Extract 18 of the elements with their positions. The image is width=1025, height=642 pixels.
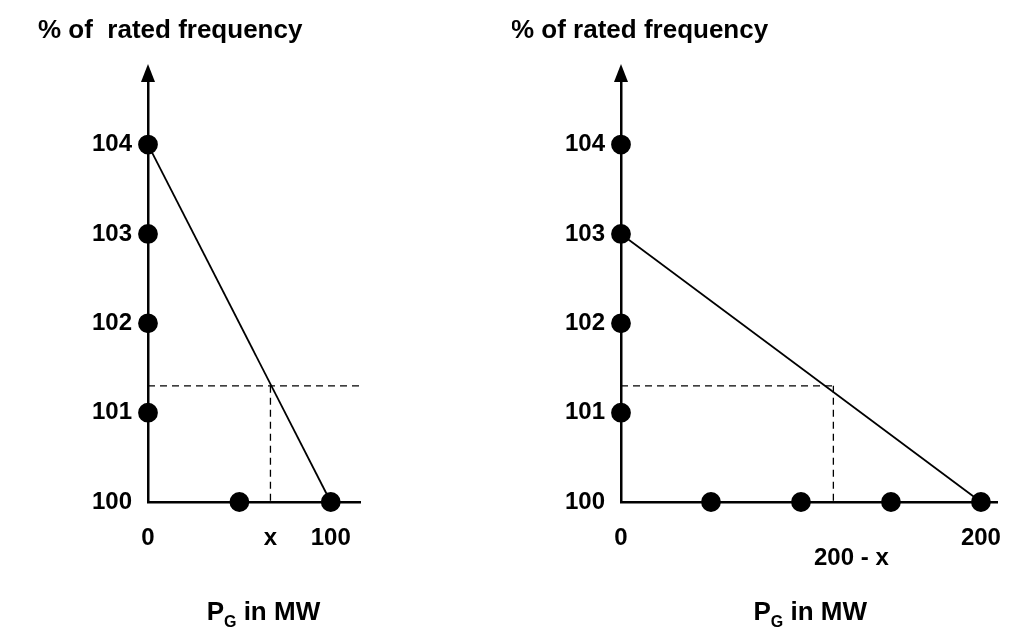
x-tick-label: 200 — [960, 523, 1001, 551]
y-tick-label: 101 — [564, 397, 605, 425]
x-tick-label: 0 — [141, 523, 155, 551]
x-tick-label: 0 — [614, 523, 628, 551]
y-tick-label: 103 — [91, 218, 132, 246]
y-tick-label: 104 — [91, 129, 133, 157]
annotation: 200 - x — [814, 542, 890, 570]
y-axis-title: % of rated frequency — [511, 14, 769, 44]
x-tick-label: 100 — [310, 523, 351, 551]
y-axis-title: % of rated frequency — [38, 14, 303, 44]
y-tick-label: 100 — [564, 486, 605, 514]
y-tick-label: 100 — [91, 486, 132, 514]
y-tick-label: 102 — [564, 307, 605, 335]
y-tick-label: 102 — [91, 307, 132, 335]
x-tick-label: x — [263, 523, 278, 551]
y-tick-label: 101 — [91, 397, 132, 425]
y-tick-label: 104 — [564, 129, 606, 157]
y-tick-label: 103 — [564, 218, 605, 246]
